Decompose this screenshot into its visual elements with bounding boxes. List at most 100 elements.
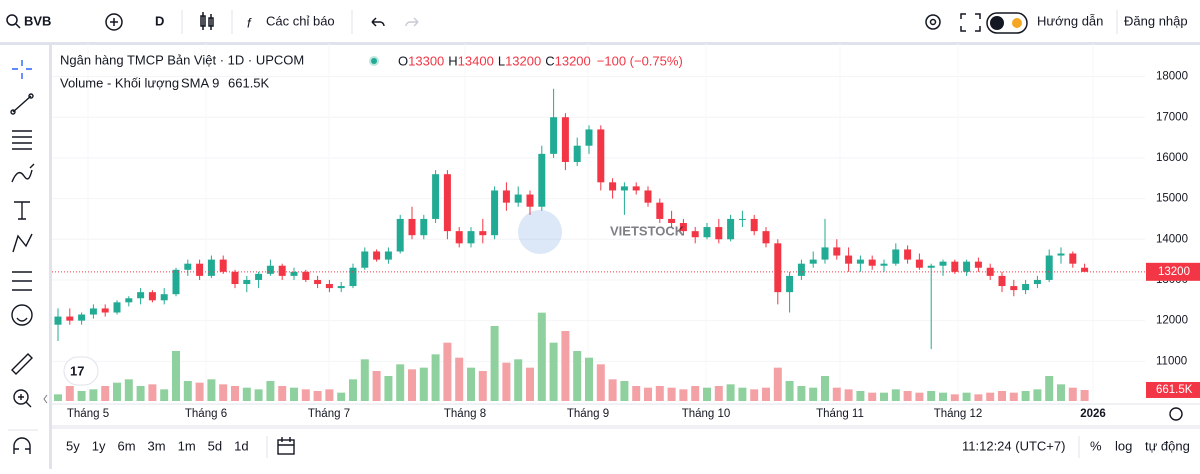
candle-body <box>1057 253 1065 256</box>
candle-body <box>762 231 770 244</box>
fib-tool[interactable] <box>12 130 32 150</box>
brush-tool[interactable] <box>11 163 35 183</box>
candle-body <box>455 231 463 244</box>
volume-bar <box>77 391 86 401</box>
range-button[interactable]: 5y <box>66 438 80 453</box>
collapse-arrow[interactable] <box>43 394 48 404</box>
candle-body <box>998 275 1006 287</box>
redo-icon[interactable] <box>405 17 419 27</box>
volume-bar <box>443 342 452 401</box>
fx-icon[interactable]: f <box>247 15 252 30</box>
volume-bar <box>372 371 381 401</box>
candle-body <box>443 174 451 232</box>
volume-bar <box>148 384 157 401</box>
candle-body <box>1022 284 1030 291</box>
zoom-tool[interactable] <box>13 389 29 405</box>
candle-body <box>184 263 192 270</box>
candle-body <box>786 275 794 293</box>
candle-body <box>514 194 522 203</box>
chart-type-icon[interactable] <box>200 12 214 30</box>
ohlc-value: 13400 <box>458 53 494 68</box>
volume-bar <box>632 386 641 401</box>
candle-body <box>349 267 357 287</box>
log-toggle[interactable]: log <box>1115 438 1132 453</box>
fullscreen-icon[interactable] <box>960 13 981 32</box>
candle-body <box>432 174 440 219</box>
volume-bar <box>313 391 322 401</box>
range-button[interactable]: 5d <box>208 438 222 453</box>
sma-label: SMA 9 <box>181 75 219 90</box>
search-icon[interactable] <box>6 14 18 26</box>
volume-bar <box>785 381 794 401</box>
divider <box>0 42 1200 45</box>
candle-body <box>243 279 251 285</box>
candle-body <box>809 259 817 264</box>
candle-body <box>408 218 416 236</box>
candle-body <box>231 271 239 285</box>
pattern-tool[interactable] <box>12 233 33 253</box>
candle-body <box>632 186 640 191</box>
volume-bar <box>231 386 239 401</box>
candle-body <box>314 279 322 285</box>
prediction-tool[interactable] <box>12 271 32 291</box>
symbol[interactable]: BVB <box>24 13 51 28</box>
volume-bar <box>1033 389 1042 401</box>
magnet-tool[interactable] <box>13 437 31 454</box>
auto-toggle[interactable]: tự động <box>1145 438 1190 453</box>
candle-body <box>750 218 758 232</box>
y-tick-label: 11000 <box>1156 355 1187 367</box>
volume-bar <box>986 392 995 401</box>
login[interactable]: Đăng nhập <box>1124 13 1188 28</box>
volume-bar <box>809 387 818 401</box>
volume-bar <box>974 394 983 401</box>
candle-body <box>325 284 333 289</box>
axis-settings[interactable] <box>1169 407 1183 421</box>
candle-body <box>656 202 664 219</box>
undo-icon[interactable] <box>371 17 385 27</box>
compare-icon[interactable] <box>105 13 123 31</box>
settings-icon[interactable] <box>925 14 941 30</box>
ohlc-value: O <box>398 53 408 68</box>
volume-bar <box>1068 387 1077 401</box>
range-button[interactable]: 6m <box>117 438 135 453</box>
volume-bar <box>113 382 121 401</box>
volume-bar <box>655 386 664 401</box>
percent-toggle[interactable]: % <box>1090 438 1102 453</box>
ruler-tool[interactable] <box>11 353 33 375</box>
range-button[interactable]: 1y <box>92 438 106 453</box>
candle-body <box>66 316 74 321</box>
candle-body <box>207 259 215 276</box>
icons-tool[interactable] <box>11 304 33 326</box>
ohlc-value: L <box>498 53 505 68</box>
range-button[interactable]: 1d <box>234 438 248 453</box>
volume-bar <box>349 379 357 401</box>
candle-body <box>821 247 829 260</box>
candle-body <box>361 251 369 268</box>
tv-logo-text: 17 <box>70 363 84 378</box>
volume-bar <box>290 387 298 401</box>
sun-icon <box>1012 18 1022 28</box>
guide[interactable]: Hướng dẫn <box>1037 13 1103 28</box>
candle-body <box>125 298 133 303</box>
volume-bar <box>278 386 287 401</box>
text-tool[interactable] <box>14 201 30 220</box>
y-tick-label: 12000 <box>1156 315 1188 327</box>
volume-bar <box>1009 392 1018 401</box>
volume-bar <box>514 359 523 401</box>
date-picker[interactable] <box>277 437 295 455</box>
indicators[interactable]: Các chỉ báo <box>266 13 335 28</box>
interval[interactable]: D <box>155 13 164 28</box>
volume-bar <box>714 386 723 401</box>
candle-body <box>54 316 62 325</box>
range-button[interactable]: 3m <box>148 438 166 453</box>
range-button[interactable]: 1m <box>178 438 196 453</box>
candle-body <box>679 223 687 232</box>
tv-logo[interactable] <box>63 356 99 386</box>
crosshair-tool[interactable] <box>12 60 32 79</box>
trend-line-tool[interactable] <box>12 95 32 113</box>
candle-body <box>278 265 286 276</box>
ohlc-value: −100 (−0.75%) <box>597 53 683 68</box>
candle-body <box>502 190 510 203</box>
candle-body <box>738 218 746 220</box>
